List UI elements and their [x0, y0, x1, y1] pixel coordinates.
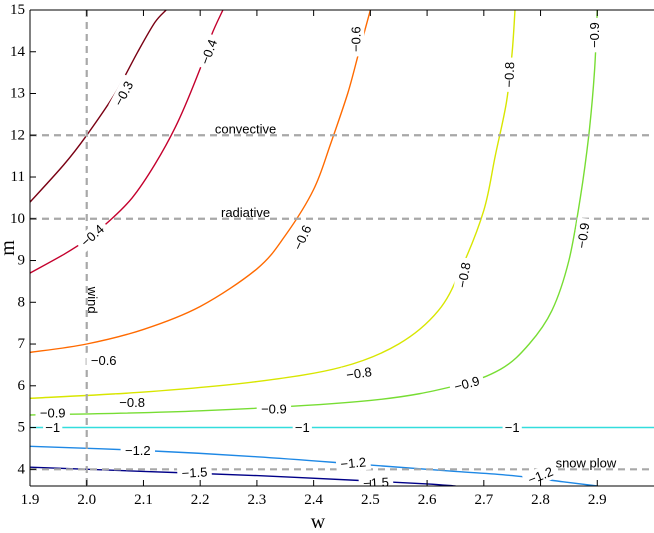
- contour-label-bg: [572, 217, 594, 254]
- contour-label: −0.8: [501, 62, 517, 88]
- y-tick-label: 14: [10, 44, 26, 60]
- contour-label: −0.8: [119, 395, 145, 410]
- contour-label-bg: [74, 218, 111, 253]
- contour-label-group: −0.6: [86, 352, 121, 369]
- y-tick-label: 11: [11, 169, 25, 185]
- y-tick-label: 13: [10, 86, 25, 102]
- contour-label-bg: [453, 256, 475, 294]
- contour-label-group: −0.3: [108, 74, 139, 113]
- contour-label-group: −0.9: [572, 217, 594, 254]
- contour-label-bg: [35, 404, 70, 421]
- y-tick-label: 15: [10, 2, 25, 18]
- contour-label-bg: [348, 22, 365, 57]
- x-tick-label: 2.3: [248, 492, 267, 508]
- annotation-convective: convective: [215, 122, 276, 137]
- y-axis-label: m: [0, 240, 19, 256]
- x-tick-label: 1.9: [21, 492, 40, 508]
- y-tick-label: 9: [18, 253, 26, 269]
- x-tick-label: 2.0: [77, 492, 96, 508]
- contour-label-group: −0.9: [586, 17, 603, 53]
- contour-label: −1: [295, 420, 310, 435]
- x-axis-label: w: [311, 511, 326, 533]
- x-tick-label: 2.7: [474, 492, 493, 508]
- contour-label-group: −0.8: [453, 256, 475, 294]
- contour-label: −0.6: [91, 353, 117, 368]
- contour-label-bg: [521, 461, 560, 486]
- contour-label-group: −0.6: [287, 218, 317, 257]
- contour-label-group: −0.6: [348, 22, 365, 57]
- contour-label-group: −1: [43, 419, 63, 436]
- contour-line-minus-0.6: [30, 10, 372, 354]
- contour-label-group: −0.9: [256, 400, 292, 417]
- contour-label-group: −0.8: [500, 57, 518, 93]
- contour-label-bg: [120, 442, 155, 459]
- contour-label: −0.6: [349, 26, 364, 52]
- contour-label: −0.9: [574, 222, 592, 250]
- contour-label: −0.9: [452, 373, 481, 394]
- y-tick-label: 10: [10, 211, 25, 227]
- x-tick-label: 2.5: [361, 492, 380, 508]
- contour-label: −0.8: [345, 364, 373, 382]
- y-tick-label: 12: [10, 127, 25, 143]
- contour-line-minus-0.4: [30, 10, 224, 274]
- x-tick-label: 2.1: [134, 492, 153, 508]
- contour-label-bg: [43, 419, 63, 436]
- contour-label-bg: [448, 371, 486, 396]
- contour-line-minus-0.3: [30, 10, 167, 203]
- contour-label: −1: [505, 420, 520, 435]
- contour-label-group: −0.9: [448, 371, 486, 396]
- contour-label-group: −1.2: [335, 453, 372, 473]
- contour-label-group: −0.9: [35, 404, 70, 421]
- contour-label-bg: [195, 32, 223, 71]
- y-tick-label: 5: [18, 420, 26, 436]
- contour-label: −1.5: [363, 475, 389, 491]
- contour-label-bg: [502, 419, 522, 436]
- annotation-wind: wind: [85, 286, 100, 314]
- x-tick-label: 2.8: [531, 492, 550, 508]
- contour-label-group: −1: [502, 419, 522, 436]
- contour-label-bg: [358, 473, 394, 486]
- contour-label: −1.2: [340, 454, 367, 471]
- contour-label-group: −0.4: [195, 32, 223, 71]
- annotation-radiative: radiative: [221, 205, 270, 220]
- contour-label: −1: [45, 420, 60, 435]
- contour-label-bg: [340, 362, 378, 384]
- contour-label: −0.8: [454, 261, 473, 289]
- contour-label-bg: [287, 218, 317, 257]
- contour-label-bg: [176, 463, 213, 482]
- contour-label-bg: [292, 419, 312, 436]
- contour-label-group: −0.4: [74, 218, 111, 253]
- contour-label-bg: [500, 57, 518, 93]
- contour-label-bg: [114, 394, 150, 411]
- contour-label-group: −1.2: [120, 442, 155, 459]
- contour-label-group: −1: [292, 419, 312, 436]
- y-tick-label: 7: [18, 336, 26, 352]
- contour-label: −0.9: [40, 405, 66, 420]
- x-tick-label: 2.9: [588, 492, 607, 508]
- contour-label: −1.2: [125, 443, 151, 458]
- contour-label-group: −1.5: [176, 463, 213, 482]
- contour-label-bg: [335, 453, 372, 473]
- y-tick-label: 4: [18, 461, 26, 477]
- x-tick-label: 2.2: [191, 492, 210, 508]
- x-tick-label: 2.4: [304, 492, 323, 508]
- contour-line-minus-0.8: [30, 10, 516, 399]
- contour-label-group: −0.8: [114, 394, 150, 411]
- y-tick-label: 8: [18, 294, 26, 310]
- contour-label-bg: [256, 400, 292, 417]
- contour-label-group: −1.5: [358, 473, 394, 491]
- contour-label-bg: [586, 17, 603, 53]
- x-tick-label: 2.6: [418, 492, 437, 508]
- y-tick-label: 6: [18, 378, 26, 394]
- contour-label: −0.9: [587, 22, 602, 48]
- annotation-snow-plow: snow plow: [556, 456, 617, 471]
- contour-label-group: −0.8: [340, 362, 378, 384]
- contour-label: −0.9: [261, 401, 287, 416]
- contour-label-bg: [86, 352, 121, 369]
- contour-label-bg: [108, 74, 139, 113]
- contour-label: −1.5: [181, 464, 207, 480]
